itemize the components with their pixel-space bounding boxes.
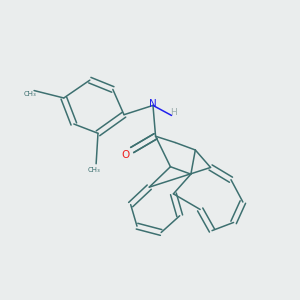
- Text: H: H: [170, 108, 177, 117]
- Text: CH₃: CH₃: [88, 167, 100, 173]
- Text: N: N: [149, 99, 157, 109]
- Text: CH₃: CH₃: [24, 91, 37, 97]
- Text: O: O: [122, 150, 130, 160]
